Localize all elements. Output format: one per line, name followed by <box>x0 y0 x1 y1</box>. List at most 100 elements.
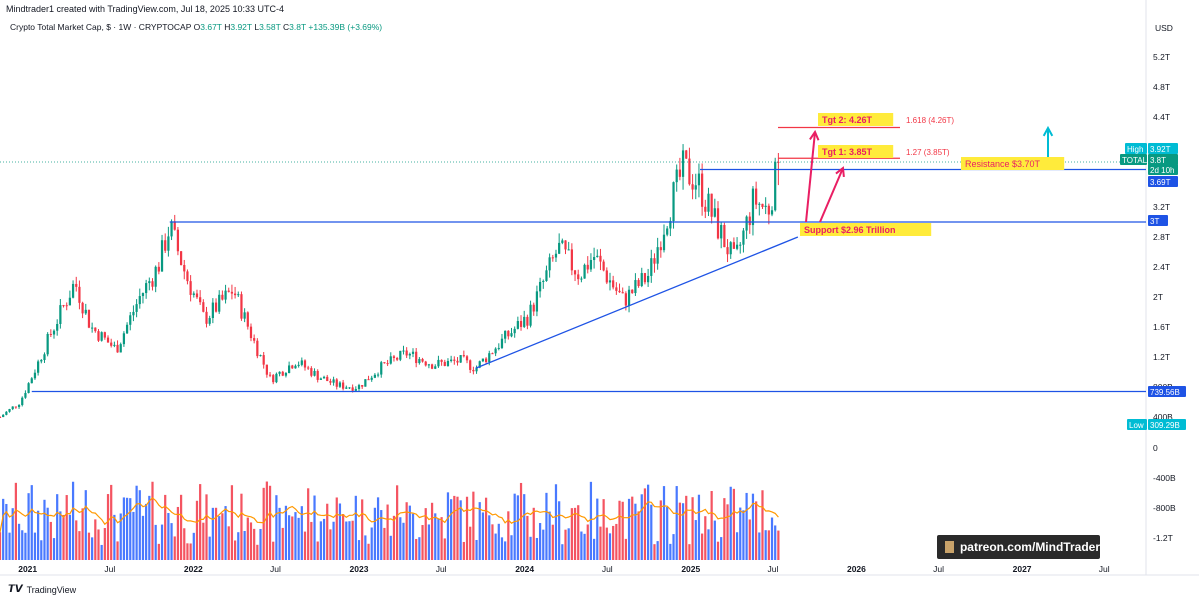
candle-body <box>119 344 122 353</box>
candle-body <box>647 275 650 283</box>
volume-bar <box>125 497 129 560</box>
candle-body <box>662 234 666 251</box>
candle-body <box>720 225 723 239</box>
volume-bar <box>116 541 119 560</box>
candle-body <box>27 383 30 393</box>
open-value: 3.67T <box>200 22 222 32</box>
tgt1-label: Tgt 1: 3.85T <box>822 147 873 157</box>
candle-body <box>78 286 81 303</box>
time-tick-label: 2024 <box>515 564 534 574</box>
candle-body <box>319 378 322 380</box>
volume-bar <box>592 538 596 560</box>
volume-bar <box>37 510 40 560</box>
candle-body <box>272 375 275 383</box>
candle-body <box>469 360 472 370</box>
candle-body <box>243 312 246 319</box>
volume-bar <box>507 511 510 560</box>
volume-bar <box>761 490 764 560</box>
high-label-badge-bg <box>1125 143 1147 154</box>
candle-body <box>218 294 221 312</box>
currency-label[interactable]: USD <box>1155 23 1173 33</box>
volume-bar <box>24 532 27 560</box>
volume-bar <box>170 523 173 560</box>
volume-bar <box>500 537 504 560</box>
candle-body <box>545 270 548 281</box>
support-label-bg <box>800 223 932 236</box>
candle-body <box>100 332 103 341</box>
tradingview-logo-text: TradingView <box>26 584 77 595</box>
candle-body <box>694 185 697 190</box>
volume-bar <box>208 536 211 560</box>
volume-bar <box>608 533 612 560</box>
candle-body <box>151 281 154 287</box>
candle-body <box>758 203 761 205</box>
volume-tick-label: -400B <box>1153 473 1176 483</box>
volume-bar <box>402 522 405 560</box>
volume-bar <box>688 544 691 560</box>
volume-bar <box>97 529 100 560</box>
volume-bar <box>405 502 408 560</box>
volume-bar <box>218 516 221 560</box>
candle-body <box>516 321 519 329</box>
candle-body <box>132 311 135 316</box>
candle-body <box>732 242 736 249</box>
candle-body <box>392 356 396 358</box>
volume-bar <box>122 497 126 560</box>
candle-body <box>189 281 192 295</box>
volume-bar <box>164 494 167 560</box>
volume-bar <box>716 541 720 560</box>
level-739-badge-bg <box>1148 386 1186 397</box>
candle-body <box>183 264 186 272</box>
candle-body <box>240 294 243 319</box>
volume-bar <box>685 495 688 560</box>
candle-body <box>751 188 755 226</box>
volume-bar <box>659 500 662 560</box>
volume-bar <box>469 526 472 560</box>
candle-body <box>373 374 377 378</box>
volume-bar <box>40 540 43 560</box>
open-label: O <box>193 22 201 32</box>
volume-bar <box>65 495 68 560</box>
candle-body <box>157 266 160 272</box>
candle-body <box>84 309 87 314</box>
volume-bar <box>586 524 589 560</box>
candle-body <box>564 240 567 250</box>
candle-body <box>427 364 431 366</box>
candle-body <box>770 210 774 215</box>
volume-bar <box>361 499 364 560</box>
volume-bar <box>437 518 440 560</box>
candle-body <box>745 216 748 231</box>
volume-bar <box>380 510 383 560</box>
close-label: C <box>283 22 290 32</box>
volume-bar <box>446 492 450 560</box>
candle-body <box>21 397 24 406</box>
volume-bar <box>399 517 402 560</box>
candle-body <box>310 368 313 376</box>
candle-body <box>538 281 542 292</box>
candle-body <box>465 356 469 361</box>
tradingview-logo[interactable]: 𝙏𝙑 TradingView <box>8 584 76 595</box>
volume-bar <box>408 505 411 560</box>
volume-bar <box>605 527 608 560</box>
candle-body <box>46 333 49 355</box>
candle-body <box>586 264 589 270</box>
candle-body <box>761 203 764 207</box>
price-tick-label: 3.2T <box>1153 202 1170 212</box>
volume-tick-label: 0 <box>1153 443 1158 453</box>
level-739-badge: 739.56B <box>1150 388 1180 397</box>
low-label: L <box>254 22 260 32</box>
ascending-trendline <box>475 236 799 369</box>
candle-body <box>491 353 494 355</box>
volume-bar <box>488 515 491 560</box>
volume-bar <box>443 538 446 560</box>
volume-bar <box>287 515 291 560</box>
price-tick-label: 2.4T <box>1153 262 1170 272</box>
candle-body <box>615 287 618 291</box>
candle-body <box>195 293 199 298</box>
volume-bar <box>748 519 751 560</box>
candle-body <box>199 297 202 303</box>
level-369-badge-bg <box>1148 176 1178 187</box>
volume-bar <box>173 536 176 560</box>
candle-body <box>408 353 411 356</box>
